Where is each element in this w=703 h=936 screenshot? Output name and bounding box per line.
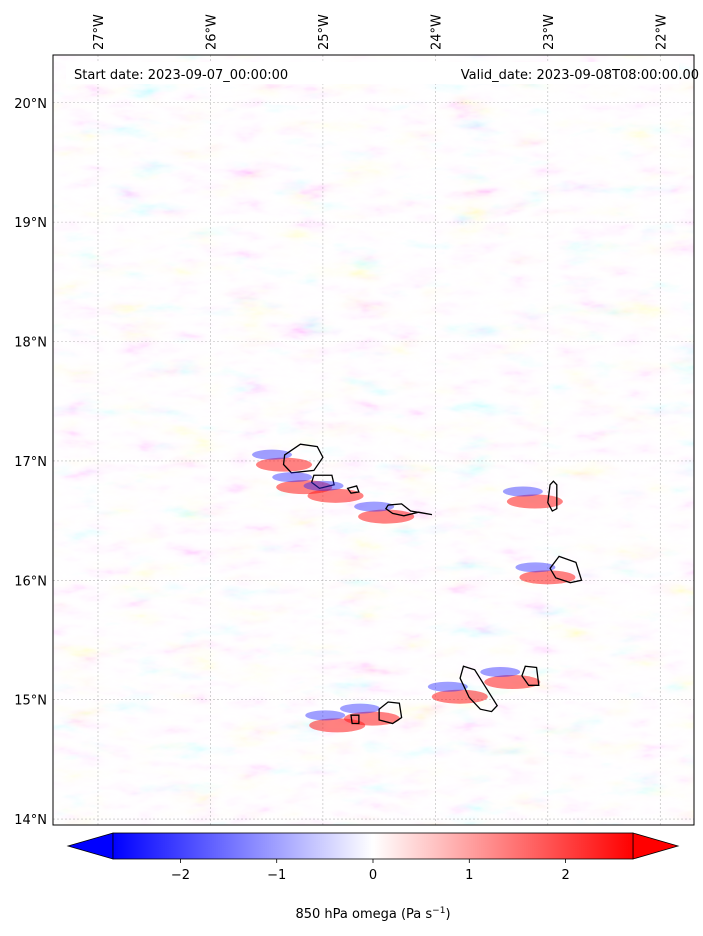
island-santa-luzia: [346, 485, 360, 494]
omega-hotspot: [431, 689, 488, 704]
lon-tick-label: 25°W: [317, 14, 332, 50]
colorbar-tick-label: −1: [267, 868, 286, 883]
lat-tick-label: 16°N: [14, 574, 47, 589]
omega-hotspot: [358, 509, 415, 524]
colorbar-ramp: [112, 832, 634, 860]
island-brava: [350, 714, 360, 725]
colorbar-high-extend: [632, 832, 680, 860]
lon-tick-label: 23°W: [542, 14, 557, 50]
omega-coldspot: [272, 472, 313, 483]
island-boa-vista: [549, 555, 583, 584]
lat-tick-label: 20°N: [14, 97, 47, 112]
omega-coldspot: [354, 501, 395, 512]
header-box: [66, 62, 679, 84]
lon-tick-label: 24°W: [429, 14, 444, 50]
colorbar-tick-label: 0: [369, 868, 377, 883]
omega-hotspot: [484, 675, 541, 690]
lat-tick-label: 19°N: [14, 216, 47, 231]
colorbar-tick-label: −2: [171, 868, 190, 883]
island-santo-antao: [282, 443, 324, 474]
omega-coldspot: [339, 703, 380, 714]
colorbar-tick-label: 1: [465, 868, 473, 883]
island-sao-vicente: [310, 474, 335, 490]
lat-tick-label: 15°N: [14, 694, 47, 709]
longitude-labels: 27°W 26°W 25°W 24°W 23°W 22°W: [92, 14, 669, 50]
lat-tick-label: 14°N: [14, 813, 47, 828]
omega-hotspot: [506, 494, 563, 509]
colorbar: −2 −1 0 1 2: [66, 832, 680, 883]
valid-date-label: Valid_date: 2023-09-08T08:00:00.00: [461, 68, 699, 83]
omega-coldspot: [427, 681, 468, 692]
omega-hotspot: [307, 488, 364, 503]
lon-tick-label: 27°W: [92, 14, 107, 50]
omega-hotspot: [309, 718, 366, 733]
colorbar-tick-label: 2: [561, 868, 569, 883]
omega-coldspot: [480, 667, 521, 678]
lon-tick-label: 26°W: [204, 14, 219, 50]
omega-coldspot: [252, 449, 293, 460]
lat-tick-label: 17°N: [14, 455, 47, 470]
omega-field: [53, 55, 694, 825]
omega-hotspot: [519, 570, 576, 585]
omega-coldspot: [502, 486, 543, 497]
omega-coldspot: [303, 480, 344, 491]
lon-tick-label: 22°W: [654, 14, 669, 50]
latitude-labels: 20°N 19°N 18°N 17°N 16°N 15°N 14°N: [14, 97, 47, 828]
colorbar-low-extend: [66, 832, 114, 860]
island-outlines: [252, 443, 583, 733]
omega-coldspot: [305, 710, 346, 721]
island-maio: [521, 665, 540, 686]
field-wash: [53, 55, 694, 825]
start-date-label: Start date: 2023-09-07_00:00:00: [74, 68, 288, 83]
map-frame: [52, 54, 695, 826]
lat-tick-label: 18°N: [14, 336, 47, 351]
island-fogo: [378, 701, 403, 725]
island-sao-nicolau: [384, 503, 433, 517]
island-sal: [547, 480, 558, 512]
omega-coldspot: [515, 562, 556, 573]
island-santiago: [459, 665, 499, 713]
colorbar-label: 850 hPa omega (Pa s−1): [295, 906, 450, 922]
